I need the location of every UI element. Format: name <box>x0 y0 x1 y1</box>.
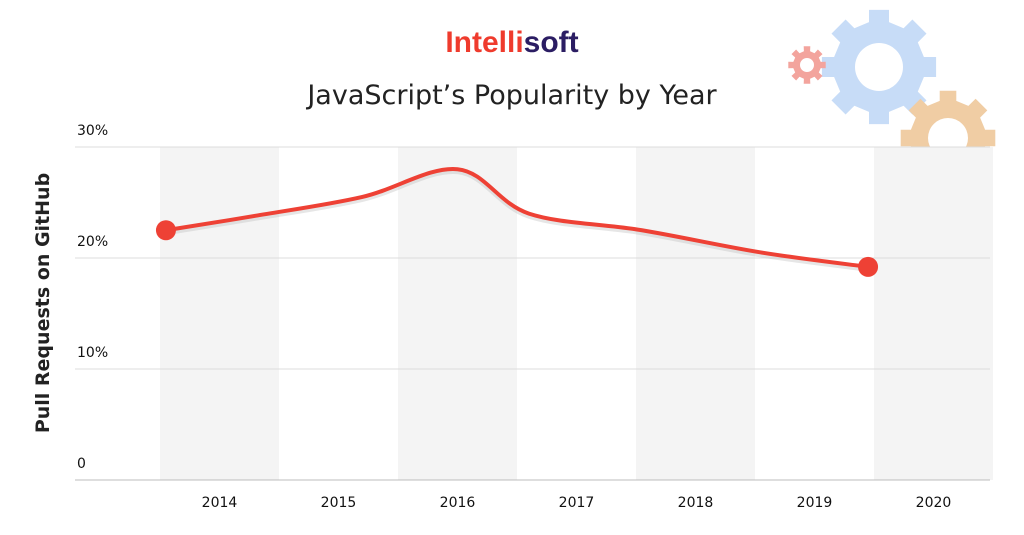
data-point <box>155 220 176 241</box>
brand-prefix: Intelli <box>445 26 523 59</box>
data-point <box>858 256 879 277</box>
series-line-group <box>155 167 879 277</box>
brand-logo: Intellisoft <box>445 26 578 59</box>
y-tick-label: 0 <box>77 456 86 472</box>
y-tick-label: 20% <box>77 234 108 250</box>
brand-suffix: soft <box>524 26 579 59</box>
x-tick-label: 2015 <box>321 495 357 511</box>
y-tick-label: 10% <box>77 345 108 361</box>
y-axis-label: Pull Requests on GitHub <box>32 173 54 433</box>
y-tick-label: 30% <box>77 123 108 139</box>
band-2014 <box>160 147 279 480</box>
x-tick-label: 2016 <box>440 495 476 511</box>
band-2016 <box>398 147 517 480</box>
gridlines <box>75 146 990 481</box>
series-line <box>163 167 871 269</box>
x-tick-label: 2020 <box>916 495 952 511</box>
x-tick-label: 2019 <box>797 495 833 511</box>
x-tick-label: 2018 <box>678 495 714 511</box>
band-2020 <box>874 147 993 480</box>
x-tick-labels: 2014 2015 2016 2017 2018 2019 2020 <box>202 495 952 511</box>
alternating-bands <box>160 147 993 480</box>
x-tick-label: 2017 <box>559 495 595 511</box>
band-2018 <box>636 147 755 480</box>
gear-icon-small <box>788 46 826 84</box>
y-tick-labels: 0 10% 20% 30% <box>77 123 108 472</box>
gear-icon-large <box>821 9 937 125</box>
x-tick-label: 2014 <box>202 495 238 511</box>
chart-title: JavaScript’s Popularity by Year <box>305 80 717 111</box>
